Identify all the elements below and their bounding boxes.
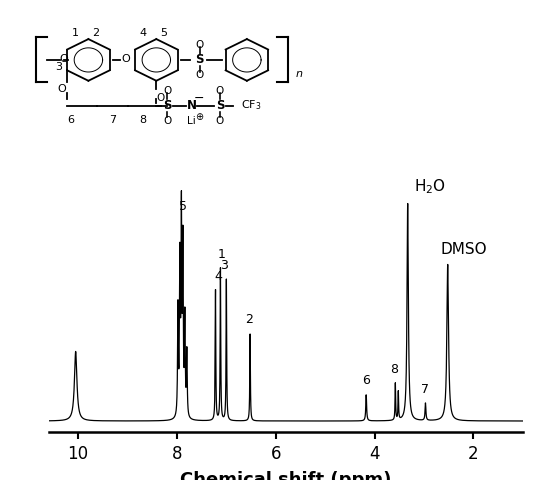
Text: O: O xyxy=(122,54,130,64)
Text: 5: 5 xyxy=(179,200,188,213)
Text: 5: 5 xyxy=(161,28,167,38)
Text: n: n xyxy=(296,69,303,79)
Text: 2: 2 xyxy=(245,312,253,325)
Text: 8: 8 xyxy=(139,114,146,124)
Text: 3: 3 xyxy=(220,258,228,271)
Text: Li: Li xyxy=(187,116,196,126)
Text: O: O xyxy=(216,85,224,96)
Text: 4: 4 xyxy=(215,269,223,282)
Text: S: S xyxy=(196,53,204,66)
Text: O: O xyxy=(196,40,204,50)
Text: O: O xyxy=(216,116,224,126)
Text: 4: 4 xyxy=(140,28,147,38)
Text: 1: 1 xyxy=(72,28,79,38)
Text: 6: 6 xyxy=(67,114,74,124)
Text: 7: 7 xyxy=(109,114,116,124)
Text: 6: 6 xyxy=(362,373,370,386)
Text: S: S xyxy=(163,98,171,111)
Text: 1: 1 xyxy=(218,248,225,261)
Text: O: O xyxy=(59,54,68,64)
Text: 2: 2 xyxy=(92,28,100,38)
Text: O: O xyxy=(57,84,66,94)
Text: CF$_3$: CF$_3$ xyxy=(241,98,261,112)
Text: O: O xyxy=(196,70,204,80)
Text: −: − xyxy=(194,92,204,105)
Text: 3: 3 xyxy=(55,62,62,72)
X-axis label: Chemical shift (ppm): Chemical shift (ppm) xyxy=(180,470,391,480)
Text: O: O xyxy=(163,85,171,96)
Text: O: O xyxy=(156,93,164,103)
Text: O: O xyxy=(163,116,171,126)
Text: DMSO: DMSO xyxy=(440,241,487,256)
Text: H$_2$O: H$_2$O xyxy=(413,177,446,195)
Text: 7: 7 xyxy=(421,382,430,395)
Text: N: N xyxy=(186,98,197,111)
Text: S: S xyxy=(216,98,224,111)
Text: ⊕: ⊕ xyxy=(195,112,203,121)
Text: 8: 8 xyxy=(390,362,398,375)
